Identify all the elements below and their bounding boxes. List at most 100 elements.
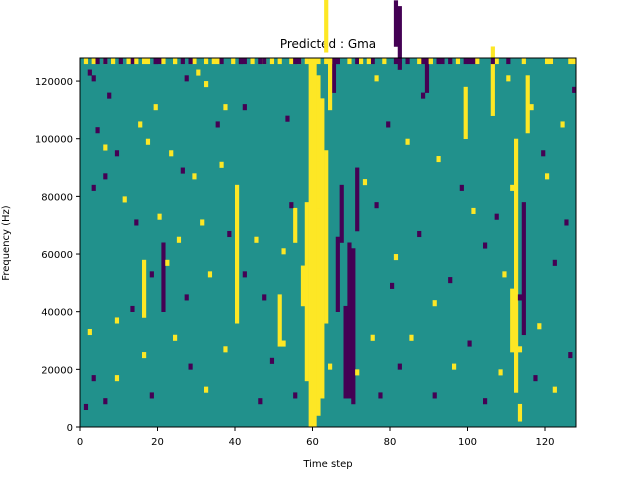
y-axis: 0 20000 40000 60000 80000 100000 120000 — [35, 77, 80, 434]
heatmap-cell — [545, 58, 550, 65]
heatmap-column — [424, 58, 430, 93]
heatmap-column — [316, 161, 321, 209]
heatmap-cell — [122, 196, 127, 203]
heatmap-cell — [192, 173, 197, 180]
heatmap-column — [397, 6, 402, 70]
heatmap-cell — [242, 58, 247, 65]
heatmap-cell — [149, 392, 154, 399]
heatmap-column — [490, 46, 495, 116]
heatmap-cell — [455, 58, 461, 65]
heatmap-cell — [153, 104, 158, 111]
heatmap-cell — [452, 363, 457, 370]
heatmap-column — [393, 0, 399, 47]
heatmap-cell — [568, 58, 573, 65]
heatmap-column — [316, 75, 321, 416]
heatmap-cell — [142, 352, 147, 359]
x-tick-label: 40 — [229, 437, 242, 448]
heatmap-column — [277, 294, 282, 347]
heatmap-cell — [142, 58, 147, 65]
heatmap-cell — [180, 58, 185, 65]
heatmap-cell — [130, 305, 135, 312]
heatmap-cell — [192, 58, 197, 65]
heatmap-cell — [440, 58, 445, 65]
heatmap-column — [339, 184, 344, 243]
heatmap-cell — [138, 121, 143, 128]
heatmap-column — [351, 248, 356, 405]
heatmap-cell — [107, 92, 112, 99]
heatmap-column — [521, 202, 526, 336]
heatmap-cell — [126, 58, 131, 65]
heatmap-cell — [378, 392, 383, 399]
heatmap-cell — [405, 138, 410, 145]
x-tick-label: 120 — [535, 437, 554, 448]
heatmap-cell — [114, 150, 120, 157]
heatmap-cell — [145, 138, 151, 145]
heatmap-cell — [432, 300, 437, 307]
heatmap-cell — [103, 173, 108, 180]
heatmap-cell — [432, 392, 437, 399]
heatmap-cell — [242, 271, 247, 278]
heatmap-column — [355, 167, 360, 232]
y-tick-label: 60000 — [41, 250, 73, 261]
heatmap-column — [343, 305, 348, 399]
heatmap-column — [293, 207, 298, 243]
heatmap-cell — [483, 398, 488, 405]
heatmap-cell — [548, 58, 554, 65]
heatmap-cell — [103, 398, 108, 405]
y-tick-label: 100000 — [35, 135, 73, 146]
heatmap-cell — [269, 58, 275, 65]
y-tick-label: 40000 — [41, 308, 73, 319]
heatmap-column — [300, 265, 306, 307]
heatmap-column — [161, 242, 166, 312]
x-axis-label: Time step — [302, 459, 352, 470]
heatmap-cell — [169, 150, 174, 157]
heatmap-cell — [517, 346, 523, 353]
heatmap-cell — [204, 386, 209, 393]
heatmap-column — [235, 184, 240, 324]
heatmap-cell — [467, 340, 472, 347]
x-tick-label: 0 — [77, 437, 83, 448]
heatmap-cell — [91, 58, 96, 65]
heatmap-cell — [366, 58, 371, 65]
y-tick-label: 0 — [67, 423, 73, 434]
heatmap-cell — [134, 58, 139, 65]
heatmap-cell — [238, 58, 244, 65]
heatmap-cell — [184, 75, 189, 82]
heatmap-column — [347, 242, 352, 399]
heatmap-cell — [397, 58, 402, 65]
heatmap-cell — [393, 254, 399, 261]
heatmap-cell — [103, 58, 108, 65]
heatmap-cell — [297, 58, 302, 65]
heatmap-cell — [173, 58, 178, 65]
heatmap-cell — [111, 58, 116, 65]
heatmap-cell — [312, 58, 317, 65]
heatmap-cell — [421, 58, 426, 65]
heatmap-cell — [545, 173, 550, 180]
heatmap-cell — [184, 294, 189, 301]
heatmap-column — [324, 150, 329, 324]
heatmap-cell — [103, 144, 108, 151]
heatmap-cell — [572, 58, 577, 65]
heatmap-cell — [390, 282, 395, 289]
heatmap-cell — [510, 184, 515, 191]
heatmap-cell — [95, 58, 100, 65]
heatmap-cell — [227, 230, 232, 238]
plot-area — [79, 0, 577, 428]
heatmap-cell — [328, 363, 333, 370]
heatmap-cell — [347, 58, 352, 65]
heatmap-cell — [87, 328, 92, 336]
heatmap-cell — [517, 294, 523, 301]
heatmap-cell — [467, 58, 472, 65]
heatmap-cell — [316, 58, 321, 65]
x-tick-label: 100 — [458, 437, 477, 448]
heatmap-cell — [417, 230, 422, 238]
heatmap-cell — [436, 58, 441, 65]
heatmap-cell — [262, 58, 267, 65]
heatmap-cell — [397, 363, 402, 370]
heatmap-column — [312, 63, 317, 428]
heatmap-cell — [293, 392, 298, 399]
heatmap-cell — [118, 58, 123, 65]
heatmap-column — [514, 138, 519, 393]
heatmap-cell — [436, 156, 441, 163]
